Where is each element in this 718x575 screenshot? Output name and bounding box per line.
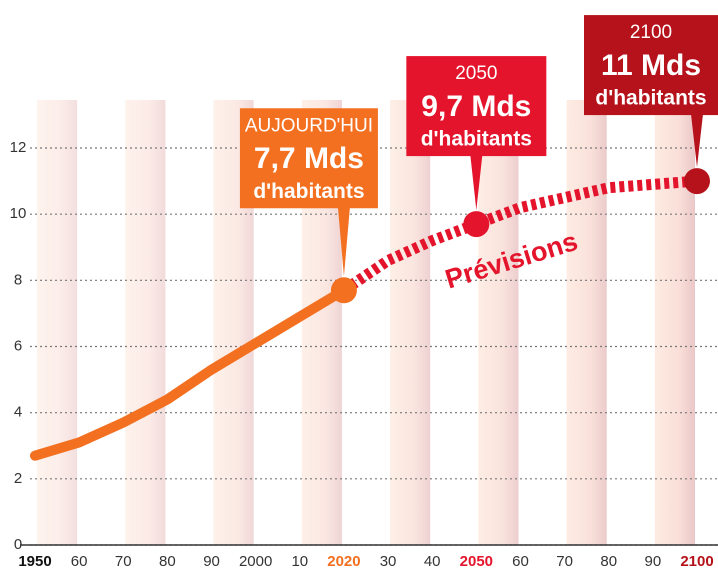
callout-pointer <box>691 114 703 168</box>
x-tick-label: 70 <box>115 553 132 570</box>
point-marker <box>330 277 357 304</box>
callout-box <box>239 108 378 209</box>
x-tick-label: 90 <box>203 553 220 570</box>
stripe <box>390 100 431 545</box>
stripe <box>37 100 78 545</box>
callout-box <box>584 15 718 116</box>
stripe <box>478 100 519 545</box>
x-tick-label: 2020 <box>327 553 360 570</box>
x-tick-label: 2000 <box>239 553 272 570</box>
callout-text: d'habitants <box>253 180 364 203</box>
callout-text: 11 Mds <box>601 49 701 82</box>
y-tick-label: 10 <box>10 205 27 222</box>
y-tick-label: 8 <box>14 271 22 288</box>
x-tick-label: 80 <box>600 553 617 570</box>
point-marker <box>684 168 710 195</box>
x-tick-label: 10 <box>291 553 308 570</box>
callout-text: 9,7 Mds <box>421 90 531 123</box>
series-line <box>340 175 698 295</box>
x-tick-label: 40 <box>424 553 441 570</box>
x-tick-label: 1950 <box>18 553 51 570</box>
x-tick-label: 60 <box>512 553 529 570</box>
y-tick-label: 12 <box>10 139 27 156</box>
callout-text: 2050 <box>455 63 497 84</box>
stripe <box>566 100 607 545</box>
callout-text: AUJOURD'HUI <box>245 115 373 136</box>
x-tick-label: 70 <box>556 553 573 570</box>
callout-text: d'habitants <box>595 87 706 110</box>
series-line <box>30 285 349 461</box>
y-tick-label: 4 <box>14 404 22 421</box>
x-tick-label: 90 <box>645 553 662 570</box>
callout-pointer <box>470 155 483 211</box>
callout-box <box>406 56 547 157</box>
x-tick-label: 2100 <box>680 553 713 570</box>
x-tick-label: 80 <box>159 553 176 570</box>
point-marker <box>463 211 490 238</box>
callout-text: 7,7 Mds <box>254 142 364 175</box>
stripe <box>125 100 166 545</box>
callout-text: d'habitants <box>421 128 532 151</box>
x-tick-label: 30 <box>380 553 397 570</box>
y-tick-label: 2 <box>14 470 22 487</box>
y-tick-label: 6 <box>14 337 22 354</box>
callout-text: 2100 <box>630 22 672 43</box>
x-tick-label: 60 <box>71 553 88 570</box>
y-tick-label: 0 <box>14 536 22 553</box>
callout-pointer <box>337 207 350 277</box>
x-tick-label: 2050 <box>460 553 493 570</box>
